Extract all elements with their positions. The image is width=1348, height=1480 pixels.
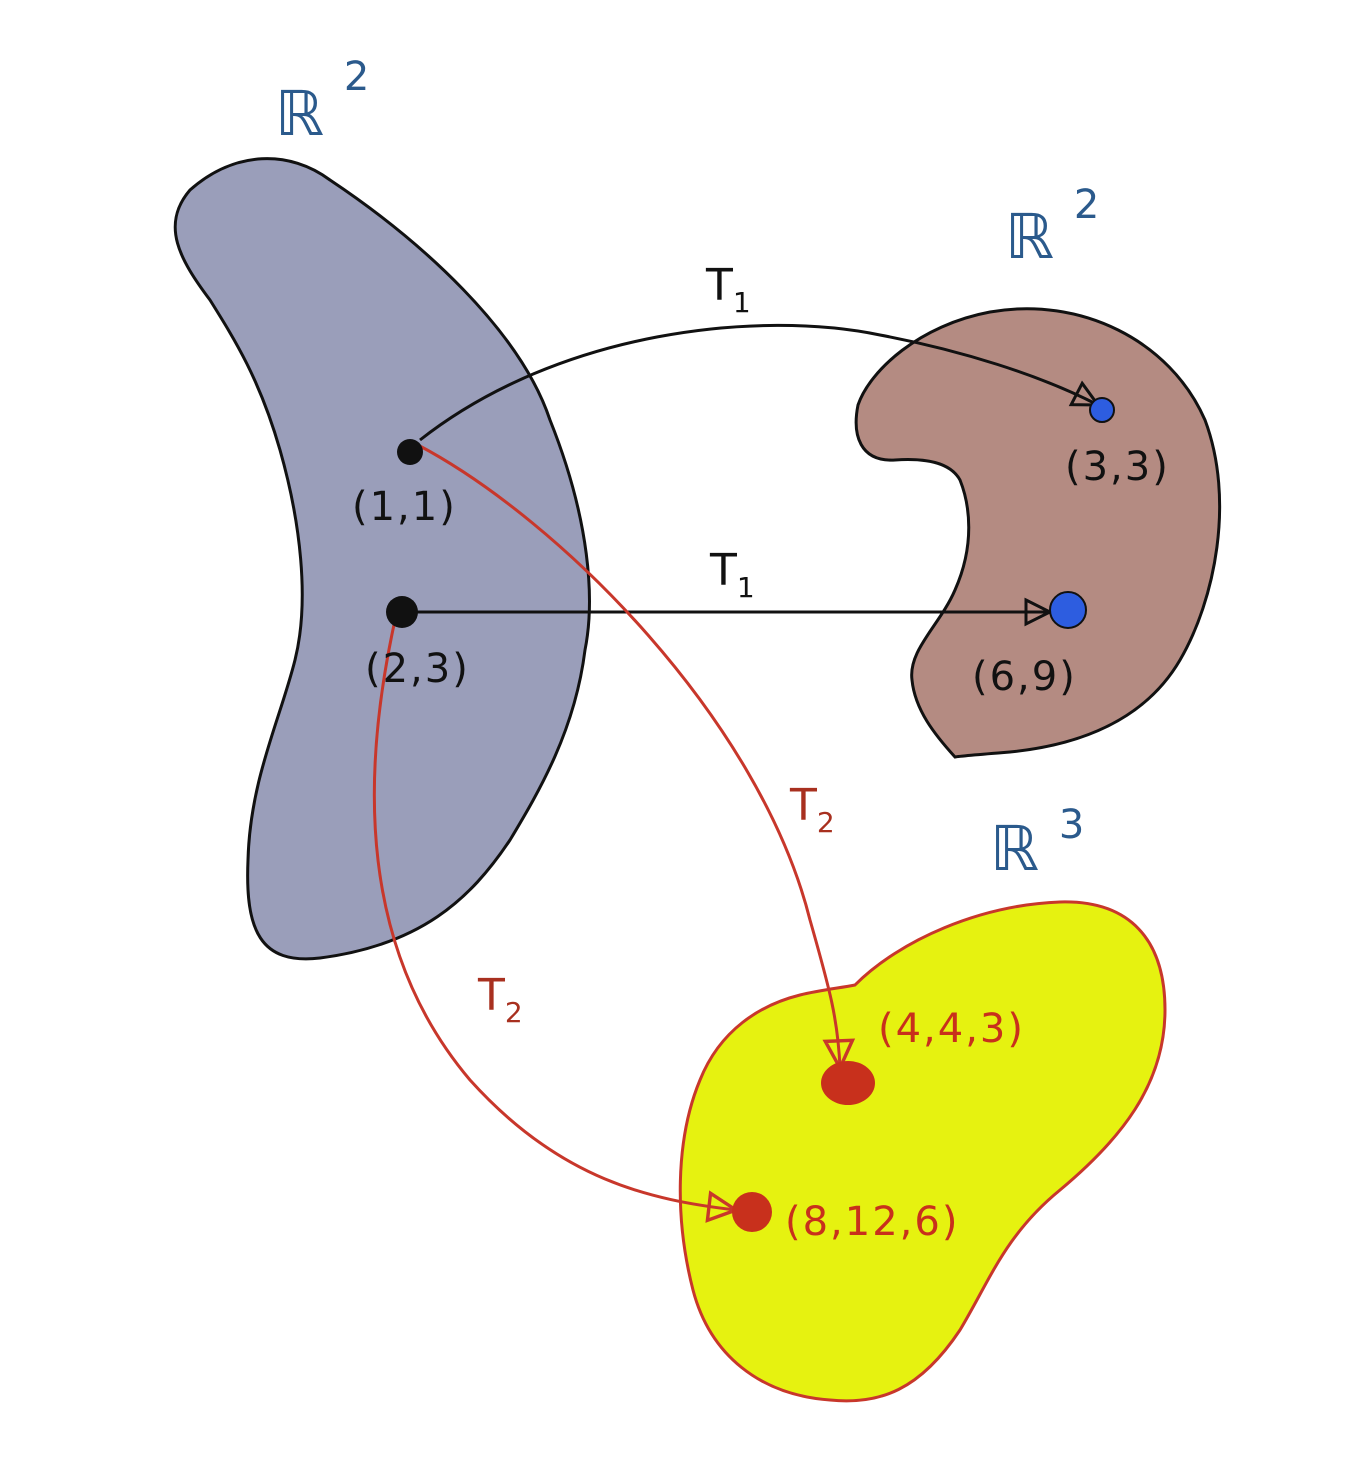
codomain-r3-space-exponent: 3 [1059,802,1084,848]
domain-point-2-label: (2,3) [365,646,470,692]
domain-space-exponent: 2 [344,54,369,100]
t2-label-lower: T2 [477,970,523,1029]
t2-upper-subscript: 2 [817,806,835,839]
t2-arrow-upper [417,443,840,1068]
t2-upper-letter: T [789,780,817,831]
t2-image-point-1-label: (4,4,3) [878,1006,1025,1052]
domain-space-symbol: ℝ [275,77,324,150]
t2-label-upper: T2 [789,780,835,839]
t1-lower-letter: T [709,545,737,596]
codomain-r2-region [854,307,1222,759]
t2-lower-subscript: 2 [505,996,523,1029]
codomain-r3-space-symbol: ℝ [990,812,1039,885]
domain-point-1 [397,439,423,465]
domain-region [173,157,591,961]
codomain-r3-region [678,900,1167,1403]
t1-label-lower: T1 [709,545,755,604]
codomain-r3-space-label: ℝ 3 [990,802,1084,885]
t2-lower-letter: T [477,970,505,1021]
t1-image-point-1-label: (3,3) [1065,444,1170,490]
t2-image-point-2 [732,1192,772,1232]
t1-image-point-1 [1089,397,1115,423]
t1-image-point-2-label: (6,9) [972,654,1077,700]
domain-space-label: ℝ 2 [275,54,369,150]
codomain-r2-space-label: ℝ 2 [1005,182,1099,273]
t2-image-point-1 [821,1061,875,1105]
t1-image-point-2 [1049,591,1087,629]
t1-upper-letter: T [705,260,733,311]
t2-arrow-lower [372,619,736,1210]
t2-image-point-2-label: (8,12,6) [785,1199,959,1245]
domain-point-2 [386,596,418,628]
t1-lower-subscript: 1 [737,571,755,604]
t1-arrow-upper [419,323,1098,442]
t1-upper-subscript: 1 [733,286,751,319]
codomain-r2-space-symbol: ℝ [1005,200,1054,273]
t1-label-upper: T1 [705,260,751,319]
domain-point-1-label: (1,1) [352,484,457,530]
codomain-r2-space-exponent: 2 [1074,182,1099,228]
